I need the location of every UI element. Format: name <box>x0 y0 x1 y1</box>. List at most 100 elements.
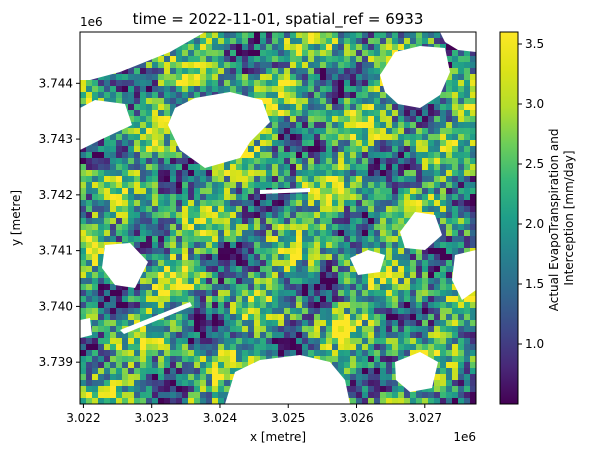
raster-cell <box>194 248 201 255</box>
raster-cell <box>230 284 237 291</box>
raster-cell <box>266 326 273 333</box>
raster-cell <box>206 92 213 99</box>
raster-cell <box>200 374 207 381</box>
raster-cell <box>110 392 117 399</box>
raster-cell <box>368 368 375 375</box>
raster-cell <box>398 164 405 171</box>
raster-cell <box>368 278 375 285</box>
raster-cell <box>284 344 291 351</box>
raster-cell <box>332 68 339 75</box>
raster-cell <box>128 230 135 237</box>
raster-cell <box>386 194 393 201</box>
raster-cell <box>296 308 303 315</box>
raster-cell <box>230 38 237 45</box>
raster-cell <box>110 140 117 147</box>
raster-cell <box>158 74 165 81</box>
raster-cell <box>338 44 345 51</box>
raster-cell <box>296 176 303 183</box>
raster-cell <box>374 158 381 165</box>
raster-cell <box>236 212 243 219</box>
raster-cell <box>164 140 171 147</box>
raster-cell <box>344 242 351 249</box>
raster-cell <box>218 188 225 195</box>
raster-cell <box>350 50 357 57</box>
raster-cell <box>284 182 291 189</box>
raster-cell <box>368 218 375 225</box>
raster-cell <box>272 104 279 111</box>
raster-cell <box>260 32 267 39</box>
raster-cell <box>374 332 381 339</box>
raster-cell <box>212 344 219 351</box>
raster-cell <box>278 260 285 267</box>
raster-cell <box>80 398 87 404</box>
raster-cell <box>122 182 129 189</box>
raster-cell <box>434 392 441 399</box>
raster-cell <box>326 194 333 201</box>
raster-cell <box>314 326 321 333</box>
raster-cell <box>212 32 219 39</box>
raster-cell <box>242 38 249 45</box>
raster-cell <box>170 50 177 57</box>
raster-cell <box>92 152 99 159</box>
raster-cell <box>458 362 465 369</box>
raster-cell <box>278 338 285 345</box>
raster-cell <box>344 164 351 171</box>
raster-cell <box>158 362 165 369</box>
raster-cell <box>110 386 117 393</box>
raster-cell <box>344 356 351 363</box>
raster-cell <box>176 182 183 189</box>
raster-cell <box>248 152 255 159</box>
raster-cell <box>452 176 459 183</box>
raster-cell <box>380 248 387 255</box>
raster-cell <box>368 332 375 339</box>
raster-cell <box>182 170 189 177</box>
raster-cell <box>278 194 285 201</box>
raster-cell <box>398 224 405 231</box>
raster-cell <box>182 260 189 267</box>
raster-cell <box>398 248 405 255</box>
raster-cell <box>350 326 357 333</box>
raster-cell <box>164 272 171 279</box>
raster-cell <box>392 134 399 141</box>
raster-cell <box>128 158 135 165</box>
raster-cell <box>362 296 369 303</box>
raster-cell <box>134 392 141 399</box>
raster-cell <box>254 146 261 153</box>
raster-cell <box>332 80 339 87</box>
raster-cell <box>140 176 147 183</box>
raster-cell <box>182 356 189 363</box>
raster-cell <box>104 218 111 225</box>
raster-cell <box>176 290 183 297</box>
raster-cell <box>80 206 87 213</box>
raster-cell <box>248 272 255 279</box>
raster-cell <box>392 356 399 363</box>
raster-cell <box>434 206 441 213</box>
raster-cell <box>368 86 375 93</box>
raster-cell <box>362 68 369 75</box>
raster-cell <box>332 194 339 201</box>
raster-cell <box>218 350 225 357</box>
raster-cell <box>404 398 411 404</box>
raster-cell <box>374 314 381 321</box>
raster-cell <box>320 134 327 141</box>
raster-cell <box>86 224 93 231</box>
raster-cell <box>296 86 303 93</box>
raster-cell <box>290 164 297 171</box>
raster-cell <box>116 164 123 171</box>
raster-cell <box>470 68 476 75</box>
raster-cell <box>416 140 423 147</box>
raster-cell <box>458 314 465 321</box>
raster-cell <box>146 314 153 321</box>
raster-cell <box>230 176 237 183</box>
raster-cell <box>110 398 117 404</box>
raster-cell <box>296 338 303 345</box>
raster-cell <box>290 302 297 309</box>
raster-cell <box>284 200 291 207</box>
raster-cell <box>236 338 243 345</box>
raster-cell <box>404 176 411 183</box>
raster-cell <box>260 302 267 309</box>
raster-cell <box>170 272 177 279</box>
raster-cell <box>356 86 363 93</box>
raster-cell <box>122 374 129 381</box>
nodata-region <box>350 250 385 275</box>
